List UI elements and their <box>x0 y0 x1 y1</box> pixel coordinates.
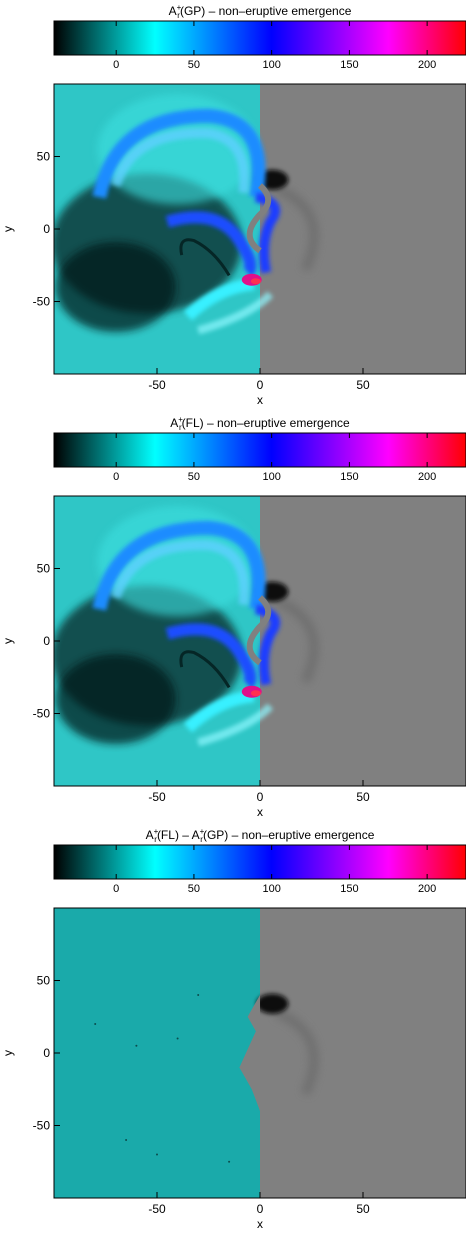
x-tick-label: -50 <box>148 1202 166 1216</box>
y-tick-label: -50 <box>33 707 51 721</box>
y-tick-label: 0 <box>43 1046 50 1060</box>
colorbar-tick-label: 150 <box>340 471 358 483</box>
x-axis-label: x <box>257 393 263 407</box>
y-tick-label: 50 <box>37 562 51 576</box>
colorbar-tick-label: 200 <box>418 471 436 483</box>
colorbar-tick-label: 150 <box>340 883 358 895</box>
y-axis-label: y <box>1 1050 15 1056</box>
chart-panel-3: A+ r(FL) – A+ r(GP) – non–eruptive emergen… <box>1 827 466 1231</box>
colorbar: 0 50 100 150 200 <box>53 20 466 71</box>
x-axis-label: x <box>257 1217 263 1231</box>
colorbar-gradient <box>53 432 466 468</box>
chart-panel-2: A+ r(FL) – non–eruptive emergence 0 50 100 15… <box>1 415 466 819</box>
x-tick-label: 0 <box>257 378 264 392</box>
colorbar-tick-label: 0 <box>113 59 119 71</box>
x-tick-label: -50 <box>148 790 166 804</box>
chart-panel-1: A+ r(GP) – non–eruptive emergence 0 50 100 15… <box>1 3 466 407</box>
axes: -50 0 50 50 0 -50 x y <box>1 974 370 1232</box>
x-tick-label: 0 <box>257 790 264 804</box>
colorbar-tick-label: 100 <box>262 471 280 483</box>
heatmap-image <box>53 495 466 787</box>
x-tick-label: 50 <box>356 1202 370 1216</box>
heatmap-image <box>53 907 466 1199</box>
chart-title: A+ r(FL) – non–eruptive emergence <box>170 415 350 432</box>
y-axis-label: y <box>1 226 15 232</box>
colorbar-tick-label: 200 <box>418 883 436 895</box>
y-tick-label: 50 <box>37 974 51 988</box>
x-tick-label: 50 <box>356 790 370 804</box>
x-tick-label: 0 <box>257 1202 264 1216</box>
axes: -50 0 50 50 0 -50 x y <box>1 150 370 408</box>
colorbar: 0 50 100 150 200 <box>53 432 466 483</box>
heatmap-image <box>53 83 466 375</box>
colorbar-gradient <box>53 20 466 56</box>
axes: -50 0 50 50 0 -50 x y <box>1 562 370 820</box>
y-tick-label: 0 <box>43 222 50 236</box>
x-tick-label: -50 <box>148 378 166 392</box>
colorbar-tick-label: 50 <box>188 471 200 483</box>
colorbar-tick-label: 100 <box>262 883 280 895</box>
y-tick-label: -50 <box>33 295 51 309</box>
y-tick-label: 0 <box>43 634 50 648</box>
chart-title: A+ r(FL) – A+ r(GP) – non–eruptive emergen… <box>146 827 375 844</box>
y-axis-label: y <box>1 638 15 644</box>
colorbar-tick-label: 50 <box>188 883 200 895</box>
colorbar-tick-label: 100 <box>262 59 280 71</box>
chart-title: A+ r(GP) – non–eruptive emergence <box>169 3 352 20</box>
colorbar-gradient <box>53 844 466 880</box>
colorbar-tick-label: 150 <box>340 59 358 71</box>
colorbar-tick-label: 200 <box>418 59 436 71</box>
colorbar-tick-label: 50 <box>188 59 200 71</box>
colorbar-tick-label: 0 <box>113 471 119 483</box>
x-axis-label: x <box>257 805 263 819</box>
colorbar: 0 50 100 150 200 <box>53 844 466 895</box>
colorbar-tick-label: 0 <box>113 883 119 895</box>
y-tick-label: -50 <box>33 1119 51 1133</box>
y-tick-label: 50 <box>37 150 51 164</box>
x-tick-label: 50 <box>356 378 370 392</box>
